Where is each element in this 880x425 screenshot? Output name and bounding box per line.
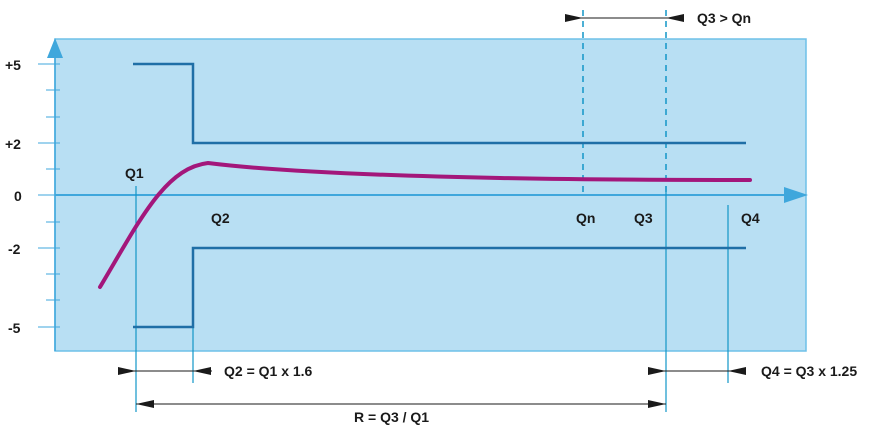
y-label-plus5: +5 (5, 57, 21, 73)
r-dimension (136, 400, 666, 408)
y-label-minus2: -2 (8, 241, 21, 257)
x-axis-arrow-icon (784, 187, 808, 203)
q3-gt-qn-label: Q3 > Qn (697, 10, 751, 26)
y-axis-arrow-icon (47, 38, 63, 58)
q2-label: Q2 (211, 210, 230, 226)
r-formula-label: R = Q3 / Q1 (354, 409, 429, 425)
q3-label: Q3 (634, 210, 653, 226)
y-label-plus2: +2 (5, 136, 21, 152)
lower-limit-line (133, 246, 746, 329)
error-curve (98, 160, 752, 289)
q2-dimension (118, 367, 212, 375)
qn-label: Qn (576, 210, 595, 226)
q4-dimension (648, 367, 746, 375)
q4-label: Q4 (741, 210, 760, 226)
q3-gt-qn-dimension (565, 14, 684, 22)
upper-limit-line (133, 62, 746, 145)
y-label-minus5: -5 (8, 320, 21, 336)
y-label-zero: 0 (14, 188, 22, 204)
q4-formula-label: Q4 = Q3 x 1.25 (761, 363, 857, 379)
q1-label: Q1 (125, 165, 144, 181)
q2-formula-label: Q2 = Q1 x 1.6 (224, 363, 313, 379)
y-ticks (38, 63, 60, 328)
